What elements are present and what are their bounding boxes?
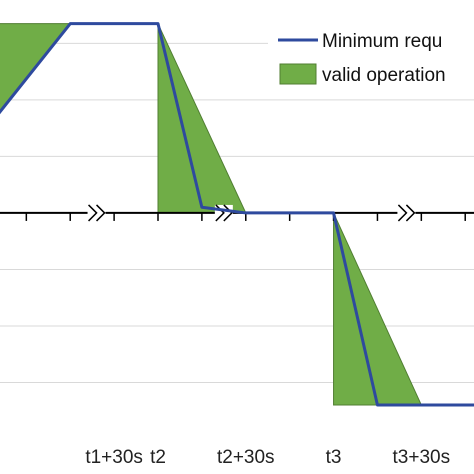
x-tick-label: t2+30s xyxy=(217,447,275,468)
x-tick-labels: t1+30s t2 t2+30s t3 t3+30s xyxy=(85,447,450,468)
legend: Minimum requ valid operation xyxy=(268,22,474,94)
valid-operation-area xyxy=(157,23,247,214)
x-tick-label: t1+30s xyxy=(85,447,143,468)
legend-label-valid-operation: valid operation xyxy=(322,65,446,86)
valid-operation-area xyxy=(333,212,423,406)
legend-label-minimum-requirement: Minimum requ xyxy=(322,31,442,52)
legend-area-swatch xyxy=(279,63,317,85)
valid-operation-area xyxy=(0,23,72,113)
axis-break-mark xyxy=(405,204,416,222)
minimum-requirement-line xyxy=(0,22,474,407)
x-tick-label: t3+30s xyxy=(393,447,451,468)
x-tick-label: t3 xyxy=(326,447,342,468)
x-tick-label: t2 xyxy=(150,447,166,468)
axis-break-mark xyxy=(397,204,408,222)
axis-break-mark xyxy=(215,204,225,222)
axis-break-mark xyxy=(223,204,233,222)
axis-break-mark xyxy=(96,204,106,222)
axis-break-mark xyxy=(88,204,98,222)
minimum-requirement-series xyxy=(0,22,474,407)
